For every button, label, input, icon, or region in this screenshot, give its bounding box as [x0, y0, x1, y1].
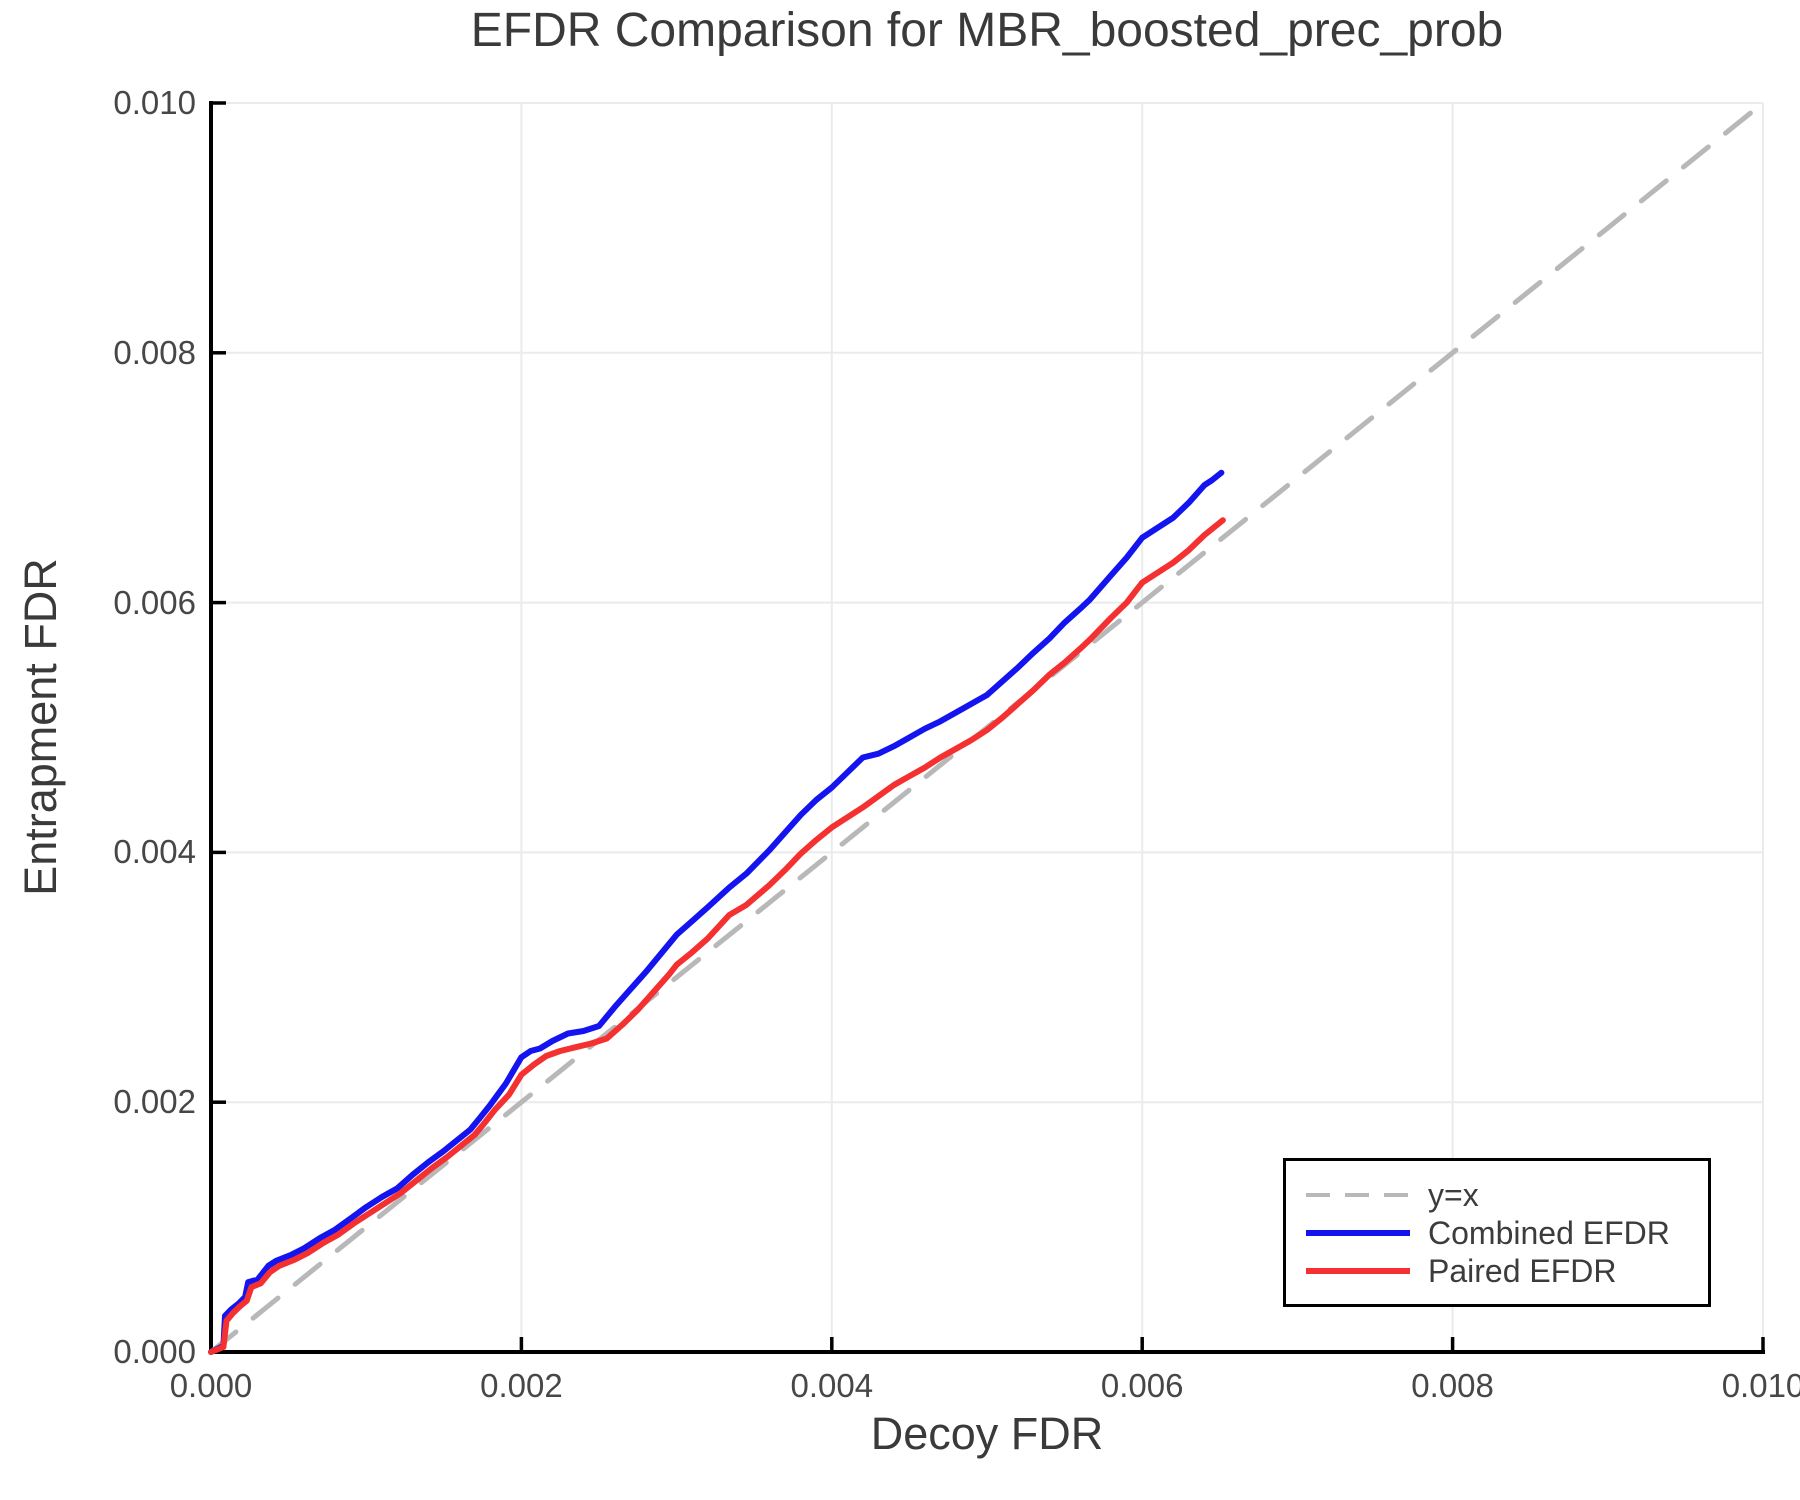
legend-item-label: Paired EFDR	[1428, 1253, 1617, 1289]
y-tick-label: 0.002	[113, 1083, 196, 1121]
x-tick-label: 0.000	[169, 1367, 253, 1404]
legend-item-label: y=x	[1428, 1177, 1479, 1213]
legend-item-label: Combined EFDR	[1428, 1215, 1670, 1251]
y-tick-label: 0.008	[113, 333, 196, 371]
x-tick-label: 0.004	[790, 1367, 874, 1404]
series-combined-efdr	[208, 469, 1225, 1355]
dashed-line-swatch	[1306, 1193, 1410, 1197]
blue-line-swatch	[1306, 1230, 1410, 1236]
x-tick-label: 0.008	[1411, 1367, 1494, 1404]
x-tick-label: 0.010	[1721, 1367, 1800, 1404]
x-tick-label: 0.006	[1100, 1367, 1184, 1404]
y-tick-label: 0.000	[113, 1333, 196, 1370]
x-tick-label: 0.002	[480, 1367, 563, 1404]
legend-item-combined-efdr: Combined EFDR	[1304, 1214, 1708, 1252]
x-axis-label: Decoy FDR	[870, 1408, 1104, 1459]
y-tick-label: 0.004	[113, 833, 196, 871]
legend-item-paired-efdr: Paired EFDR	[1304, 1252, 1708, 1290]
y-tick-label: 0.010	[113, 84, 196, 121]
chart-title: EFDR Comparison for MBR_boosted_prec_pro…	[470, 4, 1504, 57]
red-line-swatch	[1306, 1268, 1410, 1274]
legend-item-yx: y=x	[1304, 1176, 1708, 1214]
legend: y=x Combined EFDR Paired EFDR	[1283, 1158, 1711, 1307]
y-tick-label: 0.006	[113, 583, 196, 621]
series-paired-efdr	[208, 517, 1226, 1355]
